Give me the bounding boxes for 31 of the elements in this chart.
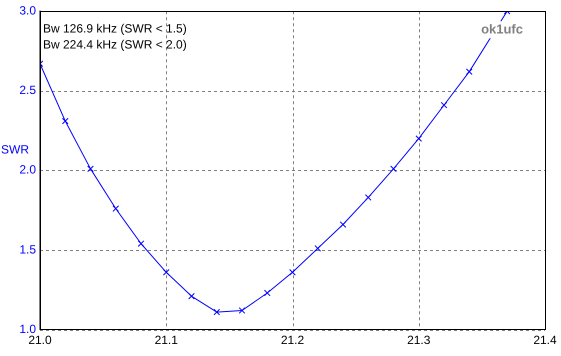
point [213,308,220,316]
point [238,307,246,314]
point [264,290,271,296]
point [289,268,296,276]
point [62,118,69,124]
point [138,240,144,247]
y-tick-label: 1.0 [19,322,36,336]
point [87,165,94,172]
point [162,268,170,276]
point [390,165,397,172]
point [466,68,473,76]
annotation: Bw 224.4 kHz (SWR < 2.0) [43,38,187,52]
point [314,245,322,252]
point [440,102,448,108]
annotation: ok1ufc [481,21,523,36]
point [188,292,195,300]
point [364,194,372,201]
y-axis-title: SWR [1,142,30,157]
point [112,205,120,212]
point [415,135,422,142]
x-tick-label: 21.3 [407,333,431,348]
y-tick-label: 2.0 [19,162,36,177]
x-tick-label: 21.0 [28,333,52,348]
x-tick-label: 21.4 [533,333,557,348]
x-tick-label: 21.1 [154,333,178,348]
point [340,221,346,228]
y-tick-label: 3.0 [19,4,36,18]
x-tick-label: 21.2 [280,333,304,348]
annotation: Bw 126.9 kHz (SWR < 1.5) [43,22,187,36]
y-tick-label: 1.5 [19,242,36,256]
y-tick-label: 2.5 [19,83,36,98]
